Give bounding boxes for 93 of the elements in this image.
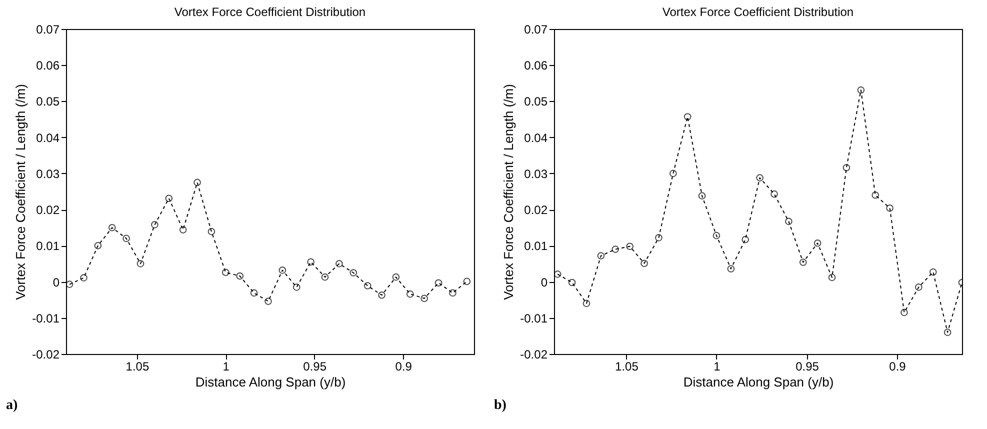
point xyxy=(278,266,286,274)
y-tick-label: 0.01 xyxy=(524,239,548,254)
y-tick-label: -0.02 xyxy=(520,348,548,362)
y-tick-label: 0.03 xyxy=(524,166,548,181)
point xyxy=(434,279,442,287)
point xyxy=(250,289,258,297)
point xyxy=(582,300,590,308)
point xyxy=(208,228,216,236)
point xyxy=(828,274,836,282)
y-tick-label: -0.01 xyxy=(520,311,548,326)
point xyxy=(597,252,605,260)
point xyxy=(669,170,677,178)
point xyxy=(900,308,908,316)
x-tick-label: 1 xyxy=(222,360,230,374)
point xyxy=(742,236,750,244)
point xyxy=(612,246,620,253)
point xyxy=(554,270,562,278)
point xyxy=(136,260,144,268)
point xyxy=(944,328,952,336)
point xyxy=(350,269,358,276)
point xyxy=(80,274,88,282)
point xyxy=(264,298,272,305)
point xyxy=(321,273,329,281)
x-tick-label: 0.95 xyxy=(796,360,820,374)
x-tick-label: 0.95 xyxy=(303,360,327,374)
y-tick-label: 0.06 xyxy=(524,58,548,73)
point xyxy=(727,265,735,272)
chart-title: Vortex Force Coefficient Distribution xyxy=(662,5,854,19)
x-tick-label: 0.9 xyxy=(889,360,906,374)
point xyxy=(872,191,880,199)
chart-title: Vortex Force Coefficient Distribution xyxy=(174,5,366,19)
point xyxy=(392,273,400,281)
point xyxy=(857,86,865,94)
point xyxy=(165,194,173,202)
point xyxy=(222,268,230,276)
x-tick-label: 1.05 xyxy=(126,360,150,374)
y-tick-label: -0.01 xyxy=(32,311,60,326)
point xyxy=(698,192,706,200)
text: a) xyxy=(6,398,18,413)
y-axis-title: Vortex Force Coefficient / Length (/m) xyxy=(13,84,28,300)
x-tick-label: 1 xyxy=(714,360,721,374)
point xyxy=(151,221,158,228)
y-tick-label: 0.05 xyxy=(524,94,548,109)
point xyxy=(640,260,648,268)
point xyxy=(292,284,300,291)
point xyxy=(336,260,343,268)
point xyxy=(814,239,822,247)
point xyxy=(785,218,792,226)
point xyxy=(307,258,314,266)
point xyxy=(463,278,471,286)
point xyxy=(236,272,244,280)
point xyxy=(915,284,922,291)
y-tick-label: -0.02 xyxy=(32,348,60,362)
point xyxy=(568,278,576,286)
point xyxy=(929,268,937,276)
point xyxy=(756,174,764,182)
point xyxy=(684,113,692,120)
point xyxy=(378,291,386,299)
point xyxy=(655,234,662,242)
point xyxy=(799,258,807,266)
point xyxy=(66,280,74,288)
point xyxy=(179,226,187,234)
y-axis-title: Vortex Force Coefficient / Length (/m) xyxy=(501,84,516,300)
y-tick-label: 0.02 xyxy=(36,203,60,218)
y-tick-label: 0.07 xyxy=(524,22,548,36)
y-tick-label: 0.02 xyxy=(524,203,548,218)
point xyxy=(94,242,102,250)
y-tick-label: 0.07 xyxy=(36,22,60,36)
x-tick-label: 0.9 xyxy=(395,360,412,374)
y-tick-label: 0.06 xyxy=(36,58,60,73)
point xyxy=(194,178,201,186)
x-axis-title: Distance Along Span (y/b) xyxy=(683,374,834,390)
y-tick-label: 0.05 xyxy=(36,94,60,109)
x-axis-title: Distance Along Span (y/b) xyxy=(195,374,346,390)
point xyxy=(886,204,894,212)
x-tick-label: 1.05 xyxy=(615,360,639,374)
y-tick-label: 0.01 xyxy=(36,239,60,254)
y-tick-label: 0.04 xyxy=(36,130,60,145)
point xyxy=(449,289,456,297)
point xyxy=(420,294,428,302)
point xyxy=(122,234,130,242)
point xyxy=(406,290,414,298)
point xyxy=(108,224,116,232)
point xyxy=(626,242,634,250)
point xyxy=(712,232,720,240)
y-tick-label: 0 xyxy=(52,275,60,290)
point xyxy=(842,164,850,172)
y-tick-label: 0.04 xyxy=(524,130,548,145)
y-tick-label: 0 xyxy=(540,275,548,290)
text: b) xyxy=(494,398,507,413)
point xyxy=(364,282,372,290)
y-tick-label: 0.03 xyxy=(36,166,60,181)
point xyxy=(770,190,778,198)
